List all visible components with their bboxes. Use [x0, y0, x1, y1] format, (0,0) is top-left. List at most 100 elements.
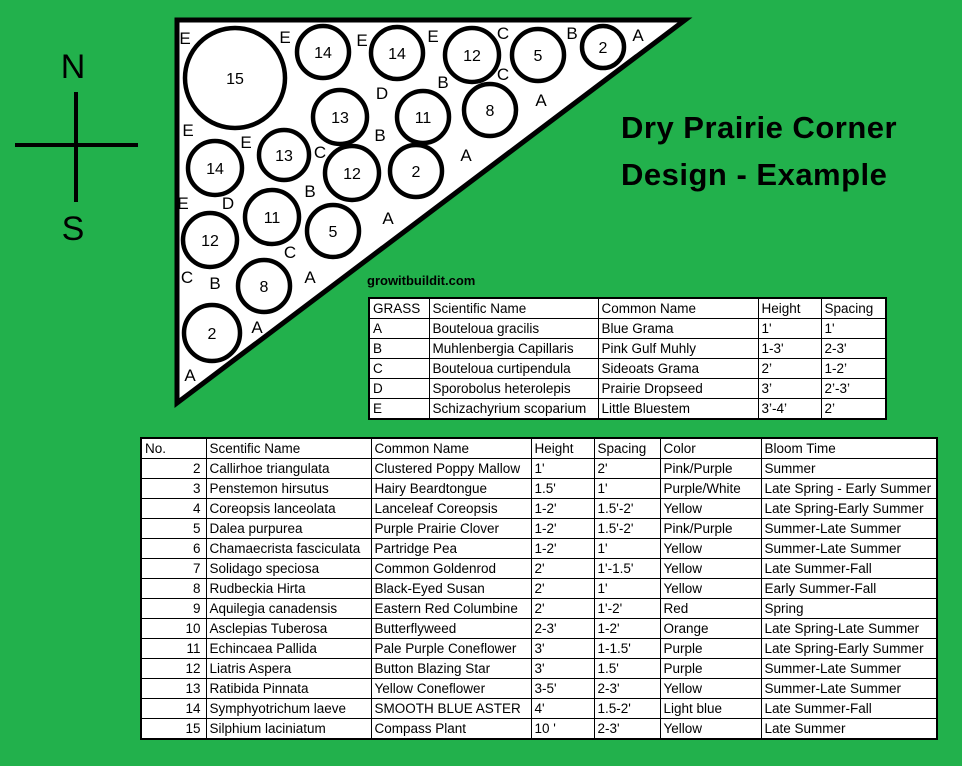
table-row: 11 Echincaea Pallida Pale Purple Coneflowe… — [140, 638, 938, 659]
compass-south-label: S — [61, 210, 85, 248]
table-row: B Muhlenbergia Capillaris Pink Gulf Muhly 1… — [368, 338, 887, 359]
table-cell: Symphyotrichum laeve — [205, 698, 372, 719]
table-cell: Echincaea Pallida — [205, 638, 372, 659]
grass-letter-label: B — [566, 24, 577, 43]
table-cell: 1.5'-2' — [593, 518, 661, 539]
table-cell: Solidago speciosa — [205, 558, 372, 579]
grass-letter-label: D — [376, 84, 388, 103]
plant-circle-number: 11 — [415, 110, 432, 127]
plant-circle — [442, 25, 502, 85]
table-cell: Lanceleaf Coreopsis — [370, 498, 532, 519]
table-cell: 2’ — [757, 358, 822, 379]
table-cell: Purple Prairie Clover — [370, 518, 532, 539]
table-cell: Yellow Coneflower — [370, 678, 532, 699]
table-cell: 2’-3’ — [820, 378, 887, 399]
table-cell: 15 — [140, 718, 207, 740]
table-cell: Aquilegia canadensis — [205, 598, 372, 619]
grass-letter-label: E — [177, 194, 188, 213]
table-cell: Black-Eyed Susan — [370, 578, 532, 599]
grass-letter-label: E — [179, 29, 190, 48]
table-cell: Ratibida Pinnata — [205, 678, 372, 699]
grass-letter-label: E — [182, 121, 193, 140]
plant-circle — [322, 143, 382, 203]
header-cell: No. — [140, 437, 207, 459]
compass-horizontal-line — [15, 143, 138, 147]
table-cell: Penstemon hirsutus — [205, 478, 372, 499]
plant-circle — [242, 187, 302, 247]
table-cell: D — [368, 378, 430, 399]
grass-letter-label: B — [374, 126, 385, 145]
plant-circle-number: 8 — [486, 103, 495, 120]
table-cell: Clustered Poppy Mallow — [370, 458, 532, 479]
plant-circle-number: 13 — [275, 148, 293, 165]
table-cell: 2 — [140, 458, 207, 479]
table-cell: 1-1.5' — [593, 638, 661, 659]
table-cell: 1' — [820, 318, 887, 339]
plant-circle — [394, 88, 452, 146]
plant-circle-number: 12 — [343, 166, 361, 183]
grass-legend-table: GRASS Scientific Name Common Name Height Spa… — [368, 297, 887, 420]
plant-circle-number: 14 — [206, 161, 224, 178]
plant-circle — [185, 138, 245, 198]
table-cell: 14 — [140, 698, 207, 719]
plant-circle-number: 2 — [208, 326, 217, 343]
grass-letter-label: A — [251, 318, 263, 337]
table-cell: Blue Grama — [597, 318, 759, 339]
table-cell: Eastern Red Columbine — [370, 598, 532, 619]
header-cell: Scentific Name — [205, 437, 372, 459]
plant-circle-number: 8 — [260, 279, 269, 296]
table-cell: Late Summer — [760, 718, 938, 740]
grass-letter-label: B — [437, 73, 448, 92]
table-cell: Purple — [659, 638, 762, 659]
table-row: A Bouteloua gracilis Blue Grama 1' 1' — [368, 318, 887, 339]
table-cell: 1-2' — [530, 498, 595, 519]
grass-letter-label: E — [279, 28, 290, 47]
grass-letter-label: A — [460, 146, 472, 165]
table-cell: Yellow — [659, 718, 762, 740]
page-title-line1: Dry Prairie Corner — [621, 110, 898, 145]
table-row: 4 Coreopsis lanceolata Lanceleaf Coreopsis… — [140, 498, 938, 519]
plant-circle-number: 13 — [331, 110, 349, 127]
table-cell: Pink/Purple — [659, 458, 762, 479]
plant-circle — [304, 202, 362, 260]
table-cell: 10 — [140, 618, 207, 639]
plant-circle — [181, 302, 243, 364]
table-cell: Summer-Late Summer — [760, 518, 938, 539]
table-cell: 9 — [140, 598, 207, 619]
table-cell: Light blue — [659, 698, 762, 719]
table-cell: Late Spring-Late Summer — [760, 618, 938, 639]
header-cell: Common Name — [370, 437, 532, 459]
table-cell: Sporobolus heterolepis — [428, 378, 599, 399]
header-row: No. Scentific Name Common Name Height Spacin… — [140, 437, 938, 459]
grass-letter-label: C — [284, 243, 296, 262]
plant-circle-number: 14 — [314, 45, 332, 62]
table-cell: 3-5' — [530, 678, 595, 699]
plant-circle — [182, 25, 288, 131]
header-cell: Height — [757, 297, 822, 319]
table-cell: 11 — [140, 638, 207, 659]
table-cell: 1-3' — [757, 338, 822, 359]
plant-circle — [294, 23, 352, 81]
table-cell: Late Spring-Early Summer — [760, 498, 938, 519]
table-cell: Late Spring-Early Summer — [760, 638, 938, 659]
header-cell: Spacing — [593, 437, 661, 459]
table-cell: 1' — [593, 478, 661, 499]
table-cell: Pale Purple Coneflower — [370, 638, 532, 659]
table-cell: 1.5' — [593, 658, 661, 679]
table-cell: 1-2’ — [820, 358, 887, 379]
table-cell: Dalea purpurea — [205, 518, 372, 539]
header-cell: Common Name — [597, 297, 759, 319]
table-cell: 1.5'-2' — [593, 498, 661, 519]
table-row: 2 Callirhoe triangulata Clustered Poppy Ma… — [140, 458, 938, 479]
header-cell: Spacing — [820, 297, 887, 319]
table-cell: 2-3' — [820, 338, 887, 359]
table-cell: 2' — [530, 558, 595, 579]
table-row: C Bouteloua curtipendula Sideoats Grama 2’ 1… — [368, 358, 887, 379]
grass-letter-label: A — [184, 366, 196, 385]
grass-letter-label: C — [181, 268, 193, 287]
plant-circle — [368, 24, 426, 82]
table-cell: Yellow — [659, 558, 762, 579]
table-cell: 1'-2' — [593, 598, 661, 619]
table-cell: 1-2' — [530, 538, 595, 559]
table-cell: 2-3' — [593, 718, 661, 740]
